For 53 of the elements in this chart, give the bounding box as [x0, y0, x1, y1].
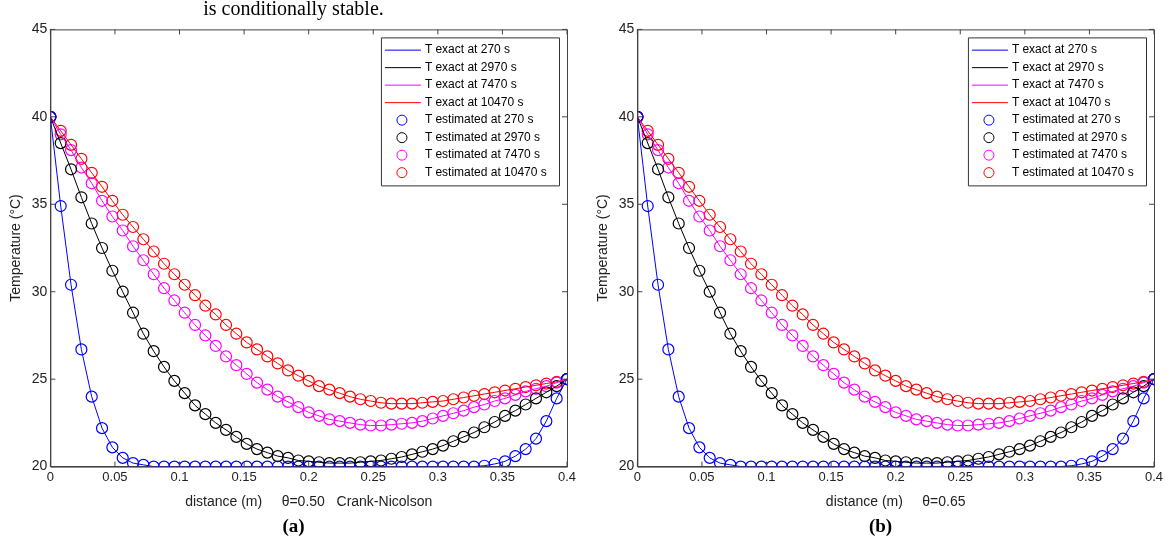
x-tick-label: 0.1: [170, 468, 189, 484]
legend-label: T exact at 2970 s: [424, 59, 517, 74]
y-tick-label: 35: [618, 195, 635, 212]
y-tick-label: 45: [31, 20, 48, 37]
y-tick-label: 35: [31, 195, 48, 212]
x-tick-label: 0.3: [1015, 468, 1034, 484]
y-tick-label: 30: [618, 282, 635, 299]
x-tick-label: 0.25: [947, 468, 973, 484]
legend-label: T exact at 10470 s: [1011, 94, 1111, 109]
y-tick-label: 20: [618, 457, 635, 474]
x-tick-label: 0.2: [886, 468, 905, 484]
legend-label: T exact at 2970 s: [1011, 59, 1104, 74]
legend-label: T estimated at 7470 s: [424, 147, 541, 162]
x-tick-label: 0.35: [1076, 468, 1103, 484]
x-axis-title: distance (m) θ=0.65: [825, 493, 966, 510]
y-tick-label: 40: [618, 107, 635, 124]
text: (a): [281, 515, 306, 538]
x-tick-label: 0.25: [360, 468, 386, 484]
legend-label: T exact at 7470 s: [424, 77, 517, 92]
x-tick-label: 0.05: [102, 468, 128, 484]
x-tick-label: 0.35: [489, 468, 516, 484]
y-tick-label: 45: [618, 20, 635, 37]
y-tick-label: 25: [618, 370, 635, 387]
x-axis-title: distance (m) θ=0.50 Crank-Nicolson: [185, 493, 433, 510]
x-tick-label: 0: [633, 468, 641, 484]
y-tick-label: 30: [31, 282, 48, 299]
legend-label: T estimated at 270 s: [1011, 112, 1121, 127]
x-tick-label: 0.4: [557, 468, 577, 484]
y-axis-title: Temperature (°C): [594, 194, 611, 302]
legend-label: T exact at 7470 s: [1011, 77, 1104, 92]
y-tick-label: 40: [31, 107, 48, 124]
x-tick-label: 0: [46, 468, 54, 484]
x-tick-label: 0.15: [231, 468, 257, 484]
y-axis-title: Temperature (°C): [7, 194, 24, 302]
x-tick-label: 0.15: [818, 468, 844, 484]
text: is conditionally stable.: [202, 0, 385, 19]
text: (b): [867, 515, 894, 538]
legend-label: T estimated at 7470 s: [1011, 147, 1128, 162]
legend-label: T estimated at 10470 s: [424, 164, 547, 179]
legend-label: T estimated at 2970 s: [424, 129, 541, 144]
x-tick-label: 0.3: [428, 468, 447, 484]
x-tick-label: 0.05: [689, 468, 715, 484]
x-tick-label: 0.4: [1144, 468, 1164, 484]
legend-label: T exact at 10470 s: [424, 94, 524, 109]
legend-label: T exact at 270 s: [1011, 42, 1098, 57]
y-tick-label: 25: [31, 370, 48, 387]
x-tick-label: 0.1: [757, 468, 776, 484]
legend-label: T estimated at 10470 s: [1011, 164, 1134, 179]
legend-label: T estimated at 2970 s: [1011, 129, 1128, 144]
x-tick-label: 0.2: [299, 468, 318, 484]
legend-label: T exact at 270 s: [424, 42, 511, 57]
legend-label: T estimated at 270 s: [424, 112, 534, 127]
y-tick-label: 20: [31, 457, 48, 474]
